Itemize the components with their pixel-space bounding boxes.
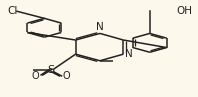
Text: N: N bbox=[96, 22, 104, 32]
Text: O: O bbox=[32, 71, 39, 81]
Text: N: N bbox=[125, 49, 133, 59]
Text: OH: OH bbox=[176, 6, 192, 16]
Text: S: S bbox=[48, 65, 55, 75]
Text: O: O bbox=[63, 71, 70, 81]
Text: Cl: Cl bbox=[7, 6, 17, 16]
